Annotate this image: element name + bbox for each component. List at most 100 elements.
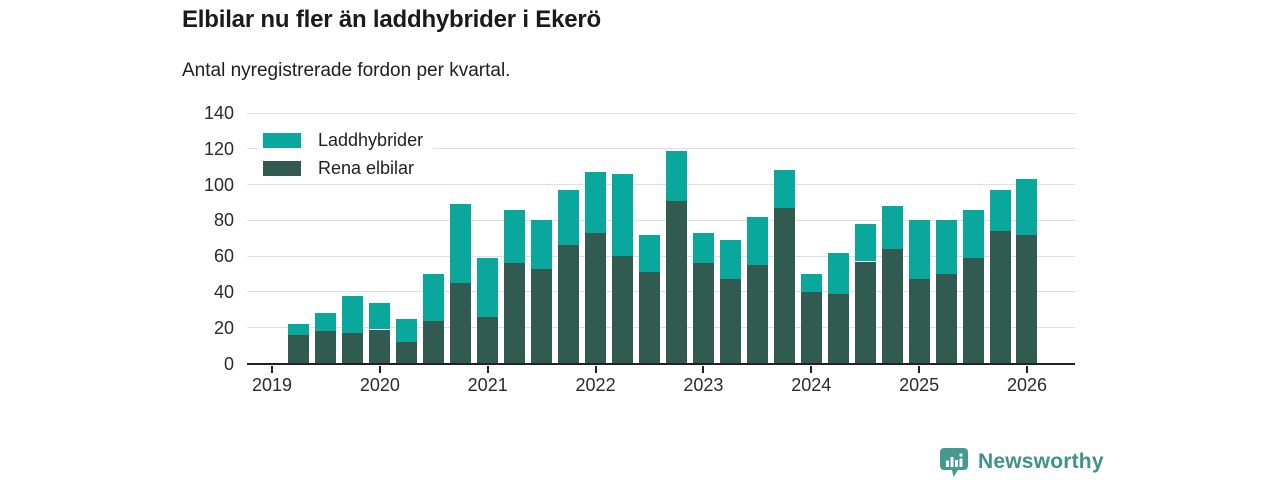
bar-laddhybrider-2019-Q4 xyxy=(342,295,364,334)
gridline-y-60 xyxy=(247,255,1075,257)
y-axis-tick-label-140: 140 xyxy=(203,103,234,123)
legend-label-rena-elbilar: Rena elbilar xyxy=(318,157,415,178)
bar-laddhybrider-2021-Q3 xyxy=(531,220,553,269)
bar-laddhybrider-2024-Q4 xyxy=(881,206,903,249)
newsworthy-wordmark: Newsworthy xyxy=(978,450,1104,473)
bar-rena-elbilar-2022-Q4 xyxy=(665,200,687,364)
x-axis-tick-2022 xyxy=(594,366,597,373)
bar-rena-elbilar-2024-Q2 xyxy=(827,293,849,364)
x-axis-tick-label-2026: 2026 xyxy=(1006,375,1047,395)
bar-laddhybrider-2020-Q4 xyxy=(450,204,472,283)
bar-rena-elbilar-2022-Q2 xyxy=(612,256,634,364)
x-axis-tick-label-2019: 2019 xyxy=(251,375,293,395)
bar-laddhybrider-2023-Q3 xyxy=(746,216,768,266)
bar-laddhybrider-2020-Q2 xyxy=(396,318,418,343)
bar-rena-elbilar-2021-Q4 xyxy=(558,245,580,364)
bar-rena-elbilar-2024-Q1 xyxy=(800,291,822,364)
x-axis-tick-label-2024: 2024 xyxy=(791,375,832,395)
chart-subtitle: Antal nyregistrerade fordon per kvartal. xyxy=(182,60,511,81)
bar-laddhybrider-2020-Q1 xyxy=(369,302,391,330)
x-axis-tick-2026 xyxy=(1025,366,1028,373)
x-axis-tick-label-2022: 2022 xyxy=(575,375,616,395)
newsworthy-chart-bubble-icon xyxy=(940,448,968,477)
bar-laddhybrider-2023-Q2 xyxy=(719,240,741,280)
bar-laddhybrider-2022-Q4 xyxy=(665,150,687,201)
y-axis-tick-label-100: 100 xyxy=(203,174,234,195)
bar-rena-elbilar-2019-Q2 xyxy=(288,334,310,364)
bar-laddhybrider-2019-Q3 xyxy=(315,313,337,332)
bar-rena-elbilar-2025-Q1 xyxy=(908,279,930,364)
bar-rena-elbilar-2021-Q1 xyxy=(477,316,499,364)
bar-rena-elbilar-2024-Q4 xyxy=(881,248,903,364)
gridline-y-140 xyxy=(247,112,1075,114)
x-axis-tick-label-2023: 2023 xyxy=(683,375,724,395)
bar-rena-elbilar-2020-Q4 xyxy=(450,282,472,364)
bar-laddhybrider-2025-Q4 xyxy=(989,189,1011,232)
bar-rena-elbilar-2025-Q4 xyxy=(989,231,1011,364)
y-axis-tick-label-0: 0 xyxy=(223,353,234,374)
x-axis-tick-label-2021: 2021 xyxy=(467,375,508,395)
legend-swatch-laddhybrider xyxy=(263,132,301,148)
bar-rena-elbilar-2022-Q1 xyxy=(585,232,607,364)
bar-laddhybrider-2021-Q1 xyxy=(477,257,499,317)
x-axis-line xyxy=(247,363,1075,365)
newsworthy-logo[interactable]: Newsworthy xyxy=(938,446,1104,478)
bar-laddhybrider-2023-Q1 xyxy=(692,232,714,264)
bar-rena-elbilar-2023-Q3 xyxy=(746,265,768,364)
bar-rena-elbilar-2024-Q3 xyxy=(854,261,876,364)
x-axis-tick-2020 xyxy=(378,366,381,373)
bar-rena-elbilar-2023-Q2 xyxy=(719,279,741,364)
bar-rena-elbilar-2023-Q1 xyxy=(692,263,714,364)
legend-swatch-rena-elbilar xyxy=(263,160,301,176)
legend-item-rena-elbilar: Rena elbilar xyxy=(263,158,423,178)
bar-laddhybrider-2020-Q3 xyxy=(423,274,445,321)
bar-rena-elbilar-2020-Q2 xyxy=(396,342,418,364)
gridline-y-20 xyxy=(247,327,1075,329)
bar-rena-elbilar-2020-Q1 xyxy=(369,329,391,364)
bar-laddhybrider-2022-Q3 xyxy=(638,234,660,273)
bar-laddhybrider-2021-Q2 xyxy=(504,209,526,264)
y-axis-tick-label-60: 60 xyxy=(213,246,234,267)
gridline-y-100 xyxy=(247,184,1075,186)
y-axis-tick-label-40: 40 xyxy=(213,281,234,302)
bar-laddhybrider-2023-Q4 xyxy=(773,170,795,208)
bar-rena-elbilar-2019-Q3 xyxy=(315,331,337,364)
chart-legend: Laddhybrider Rena elbilar xyxy=(258,124,434,184)
bar-rena-elbilar-2025-Q3 xyxy=(962,257,984,364)
x-axis-tick-2019 xyxy=(271,366,273,373)
bar-laddhybrider-2019-Q2 xyxy=(288,324,310,335)
x-axis-tick-label-2025: 2025 xyxy=(899,375,940,395)
bar-laddhybrider-2022-Q1 xyxy=(585,172,607,233)
legend-item-laddhybrider: Laddhybrider xyxy=(263,130,423,150)
chart-title: Elbilar nu fler än laddhybrider i Ekerö xyxy=(182,6,601,33)
bar-rena-elbilar-2020-Q3 xyxy=(423,320,445,364)
bar-rena-elbilar-2026-Q1 xyxy=(1016,234,1038,364)
legend-label-laddhybrider: Laddhybrider xyxy=(318,129,424,150)
bar-laddhybrider-2025-Q2 xyxy=(935,220,957,275)
bar-laddhybrider-2025-Q1 xyxy=(908,220,930,280)
bar-rena-elbilar-2021-Q2 xyxy=(504,263,526,364)
bar-laddhybrider-2025-Q3 xyxy=(962,209,984,258)
x-axis-tick-2024 xyxy=(810,366,813,373)
x-axis-tick-2023 xyxy=(702,366,705,373)
bar-laddhybrider-2024-Q1 xyxy=(800,274,822,292)
bar-rena-elbilar-2022-Q3 xyxy=(638,272,660,364)
gridline-y-120 xyxy=(247,148,1075,150)
plot-area: 0 20 40 60 80 100 120 140 2019 2020 2021 2022 2023 20… xyxy=(204,103,1075,395)
bar-laddhybrider-2021-Q4 xyxy=(558,189,580,246)
x-axis-tick-label-2020: 2020 xyxy=(359,375,400,395)
gridline-y-40 xyxy=(247,291,1075,293)
x-axis-tick-2021 xyxy=(486,366,489,373)
y-axis-tick-label-120: 120 xyxy=(203,138,234,159)
bar-laddhybrider-2024-Q2 xyxy=(827,252,849,294)
bar-laddhybrider-2026-Q1 xyxy=(1016,179,1038,235)
bar-rena-elbilar-2025-Q2 xyxy=(935,274,957,364)
bar-laddhybrider-2024-Q3 xyxy=(854,223,876,262)
x-axis-tick-2025 xyxy=(918,366,921,373)
y-axis-tick-label-80: 80 xyxy=(213,210,234,231)
bar-laddhybrider-2022-Q2 xyxy=(612,173,634,257)
bar-rena-elbilar-2021-Q3 xyxy=(531,268,553,364)
y-axis-tick-label-20: 20 xyxy=(213,317,234,338)
gridline-y-80 xyxy=(247,219,1075,221)
